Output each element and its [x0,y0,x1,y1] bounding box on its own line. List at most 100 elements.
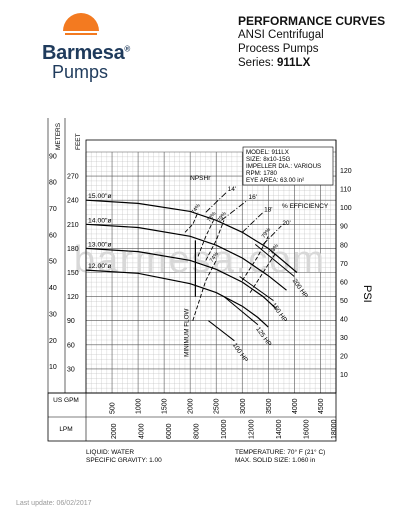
doc-line1: ANSI Centrifugal [238,29,324,41]
y-axis-feet-label: FEET [75,133,82,150]
head-curve [85,247,277,310]
info-eye-area: EYE AREA: 63.00 in² [246,177,304,184]
x-tick-gpm: 2000 [188,398,195,414]
brand-logo: Barmesa® Pumps [40,12,160,87]
watermark: barmesa.com [74,239,326,281]
y-tick-meters: 40 [49,285,57,292]
doc-line2: Process Pumps [238,43,319,55]
y-tick-psi: 30 [340,335,348,342]
doc-series: Series: 911LX [238,57,311,69]
x-tick-gpm: 1500 [162,398,169,414]
npsh-label: NPSHr [190,175,211,182]
y-tick-psi: 10 [340,372,348,379]
y-tick-psi: 60 [340,279,348,286]
brand-sub: Pumps [52,62,109,82]
last-update: Last update: 06/02/2017 [16,500,92,507]
y-tick-meters: 10 [49,364,57,371]
efficiency-curve [249,252,277,293]
efficiency-label: % EFFICIENCY [282,203,329,210]
npsh-curve [241,211,264,233]
info-model: MODEL: 911LX [246,149,289,156]
y-tick-psi: 20 [340,353,348,360]
y-tick-meters: 30 [49,311,57,318]
y-tick-meters: 60 [49,232,57,239]
y-tick-feet: 30 [67,366,75,373]
x-axis-gpm-label: US GPM [53,397,79,404]
footer-gravity: SPECIFIC GRAVITY: 1.00 [86,457,162,464]
x-tick-gpm: 500 [110,402,117,414]
y-tick-psi: 120 [340,168,352,175]
head-curve [85,199,298,273]
axis-labels: METERS FEET PSI 10 20 30 40 50 60 70 80 90 30 60 90 120… [49,122,373,439]
info-impeller: IMPELLER DIA.: VARIOUS [246,163,321,170]
horsepower-curve [239,276,274,302]
footer-temperature: TEMPERATURE: 70° F (21° C) [235,448,325,456]
efficiency-value: 74% [209,251,220,264]
y-tick-meters: 50 [49,259,57,266]
y-tick-feet: 150 [67,270,79,277]
x-tick-lpm: 14000 [276,419,283,439]
y-tick-psi: 90 [340,224,348,231]
npsh-curve [221,199,248,221]
x-tick-gpm: 2500 [214,398,221,414]
chart-frame [47,118,337,442]
min-flow-label: MINIMUM FLOW [183,309,190,357]
doc-title: PERFORMANCE CURVES [238,14,386,28]
x-axis-lpm-label: LPM [59,426,72,433]
y-tick-feet: 240 [67,198,79,205]
y-tick-meters: 80 [49,180,57,187]
x-tick-gpm: 3500 [266,398,273,414]
y-tick-feet: 60 [67,342,75,349]
y-tick-psi: 70 [340,261,348,268]
efficiency-value: 74% [191,203,202,216]
y-tick-feet: 90 [67,318,75,325]
npsh-curve [262,225,282,245]
x-tick-gpm: 1000 [136,398,143,414]
x-tick-lpm: 6000 [166,423,173,439]
horsepower-curve [254,244,295,277]
info-rpm: RPM: 1780 [246,170,278,177]
impeller-label: 15.00"ø [88,193,112,200]
impeller-label: 14.00"ø [88,217,112,224]
npsh-value: 20' [282,220,290,227]
x-tick-lpm: 4000 [139,423,146,439]
y-tick-feet: 270 [67,174,79,181]
efficiency-value: 78% [269,243,280,256]
y-axis-psi-label: PSI [361,285,373,303]
y-tick-psi: 110 [340,187,351,194]
horsepower-value: 100 HP [231,342,249,364]
horsepower-curve [208,320,235,342]
x-tick-lpm: 2000 [111,423,118,439]
efficiency-value: 79% [217,211,228,224]
y-tick-feet: 210 [67,222,79,229]
y-tick-meters: 90 [49,153,57,160]
annotations: MINIMUM FLOW [183,240,196,357]
horsepower-curve [223,296,259,326]
y-tick-psi: 50 [340,298,348,305]
x-tick-lpm: 12000 [249,419,256,439]
x-tick-lpm: 16000 [304,419,311,439]
efficiency-value: 78% [206,211,217,224]
efficiency-curve [192,260,217,321]
y-tick-feet: 180 [67,246,79,253]
y-tick-meters: 20 [49,338,57,345]
x-tick-lpm: 8000 [194,423,201,439]
npsh-value: 18' [264,206,272,213]
y-tick-psi: 40 [340,316,348,323]
x-tick-gpm: 3000 [240,398,247,414]
info-box: MODEL: 911LX SIZE: 8x10-15G IMPELLER DIA… [242,146,334,186]
y-axis-meters-label: METERS [55,122,62,150]
y-tick-feet: 120 [67,294,79,301]
info-size: SIZE: 8x10-15G [246,156,291,163]
x-tick-lpm: 18000 [331,419,338,439]
sun-logo-icon [62,13,102,53]
npsh-curve [205,191,227,213]
efficiency-curve [197,220,215,257]
horsepower-value: 150 HP [270,302,288,324]
horsepower-value: 125 HP [254,326,272,348]
brand-name: Barmesa® [42,42,131,64]
efficiency-curve [205,220,225,261]
y-tick-meters: 70 [49,206,57,213]
